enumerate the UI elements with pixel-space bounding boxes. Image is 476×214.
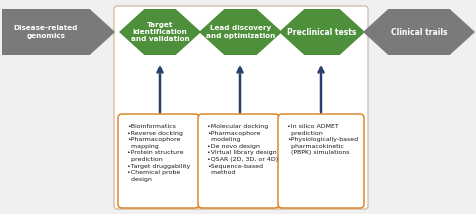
Polygon shape bbox=[278, 9, 364, 55]
Text: Clinical trails: Clinical trails bbox=[390, 28, 446, 37]
FancyBboxPatch shape bbox=[114, 6, 367, 209]
FancyBboxPatch shape bbox=[198, 114, 278, 208]
Polygon shape bbox=[2, 9, 115, 55]
Text: •Bioinformatics
•Reverse docking
•Pharmacophore
  mapping
•Protein structure
  p: •Bioinformatics •Reverse docking •Pharma… bbox=[127, 124, 190, 182]
Polygon shape bbox=[362, 9, 474, 55]
FancyBboxPatch shape bbox=[278, 114, 363, 208]
FancyBboxPatch shape bbox=[118, 114, 198, 208]
Text: Target
identification
and validation: Target identification and validation bbox=[130, 22, 189, 42]
Text: Lead discovery
and optimization: Lead discovery and optimization bbox=[205, 25, 275, 39]
Text: •In silico ADMET
  prediction
•Physiologically-based
  pharmacokinetic
  (PBPK) : •In silico ADMET prediction •Physiologic… bbox=[287, 124, 357, 155]
Text: •Molecular docking
•Pharmacophore
  modeling
•De novo design
•Virtual library de: •Molecular docking •Pharmacophore modeli… bbox=[207, 124, 278, 175]
Text: Disease-related
genomics: Disease-related genomics bbox=[14, 25, 78, 39]
Polygon shape bbox=[198, 9, 281, 55]
Text: Preclinical tests: Preclinical tests bbox=[287, 28, 356, 37]
Polygon shape bbox=[119, 9, 200, 55]
